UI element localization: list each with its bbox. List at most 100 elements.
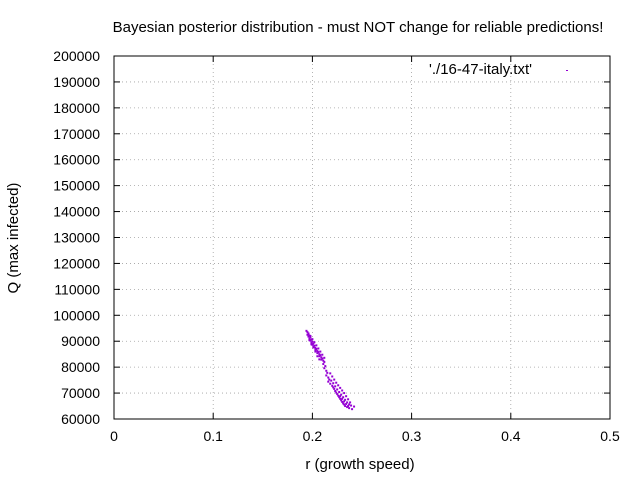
y-tick-label: 140000	[53, 204, 100, 220]
data-point	[348, 407, 351, 410]
data-point	[322, 363, 325, 366]
data-point	[334, 385, 337, 388]
data-point	[335, 381, 338, 384]
data-point	[338, 391, 341, 394]
data-point	[309, 335, 312, 338]
data-point	[314, 346, 317, 349]
data-point	[339, 386, 342, 389]
data-point	[331, 384, 334, 387]
data-point	[343, 400, 346, 403]
y-tick-label: 90000	[61, 333, 100, 349]
data-point	[323, 356, 326, 359]
data-point	[320, 356, 323, 359]
data-point	[346, 406, 349, 409]
y-axis-label: Q (max infected)	[5, 183, 22, 294]
data-point	[336, 393, 339, 396]
data-point	[310, 343, 313, 346]
data-point	[308, 337, 311, 340]
x-tick-label: 0.2	[303, 428, 323, 444]
data-point	[316, 350, 319, 353]
data-point	[319, 354, 322, 357]
data-point	[345, 402, 348, 405]
x-tick-label: 0.1	[203, 428, 223, 444]
data-point	[341, 389, 344, 392]
data-point	[323, 367, 326, 370]
data-point	[325, 374, 328, 377]
data-point	[343, 403, 346, 406]
data-point	[323, 360, 326, 363]
data-point	[306, 331, 309, 334]
data-point	[316, 352, 319, 355]
y-tick-label: 80000	[61, 359, 100, 375]
data-point	[332, 386, 335, 389]
y-tick-label: 70000	[61, 385, 100, 401]
data-point	[307, 335, 310, 338]
y-tick-label: 60000	[61, 411, 100, 427]
data-point	[327, 376, 330, 379]
data-point	[353, 405, 356, 408]
data-point	[320, 358, 323, 361]
data-point	[329, 382, 332, 385]
data-point	[334, 389, 337, 392]
data-point	[338, 396, 341, 399]
legend-swatch	[566, 70, 568, 71]
data-point	[330, 379, 333, 382]
data-point	[318, 353, 321, 356]
data-point	[326, 371, 329, 374]
data-point	[313, 341, 316, 344]
legend-label: './16-47-italy.txt'	[429, 61, 532, 78]
data-point	[350, 404, 353, 407]
data-point	[342, 402, 345, 405]
data-point	[315, 347, 318, 350]
data-point	[335, 391, 338, 394]
y-tick-label: 200000	[53, 48, 100, 64]
y-tick-label: 130000	[53, 230, 100, 246]
data-point	[337, 384, 340, 387]
y-tick-label: 120000	[53, 255, 100, 271]
data-point	[333, 378, 336, 381]
data-point	[313, 344, 316, 347]
chart-title: Bayesian posterior distribution - must N…	[113, 19, 604, 36]
x-tick-label: 0	[110, 428, 118, 444]
data-point	[333, 387, 336, 390]
data-point	[321, 353, 324, 356]
x-tick-label: 0.3	[402, 428, 422, 444]
grid-lines	[114, 56, 610, 419]
data-point	[340, 399, 343, 402]
data-point	[317, 351, 320, 354]
data-point	[316, 355, 319, 358]
y-tick-label: 110000	[54, 281, 100, 297]
data-point	[345, 395, 348, 398]
data-point	[343, 392, 346, 395]
data-point	[339, 395, 342, 398]
data-point	[318, 355, 321, 358]
data-point	[312, 342, 315, 345]
data-point	[341, 397, 344, 400]
data-point	[322, 359, 325, 362]
data-point	[310, 341, 313, 344]
data-point	[305, 329, 308, 332]
data-point	[307, 332, 310, 335]
data-point	[344, 405, 347, 408]
data-point	[332, 382, 335, 385]
data-point	[318, 358, 321, 361]
data-point	[351, 408, 354, 411]
data-point	[344, 398, 347, 401]
data-point	[311, 338, 314, 341]
x-tick-label: 0.5	[600, 428, 620, 444]
data-point	[309, 336, 312, 339]
axis-ticks: 0 0.1 0.2 0.3 0.4 0.5 60000 70000 80000 90000 1000…	[53, 48, 620, 444]
data-point	[317, 347, 320, 350]
x-axis-label: r (growth speed)	[305, 456, 414, 473]
data-point	[340, 393, 343, 396]
data-point	[311, 340, 314, 343]
x-tick-label: 0.4	[501, 428, 521, 444]
data-point	[321, 357, 324, 360]
data-point	[337, 394, 340, 397]
data-point	[331, 375, 334, 378]
data-point	[348, 403, 351, 406]
data-point	[327, 380, 330, 383]
y-tick-label: 150000	[53, 178, 100, 194]
